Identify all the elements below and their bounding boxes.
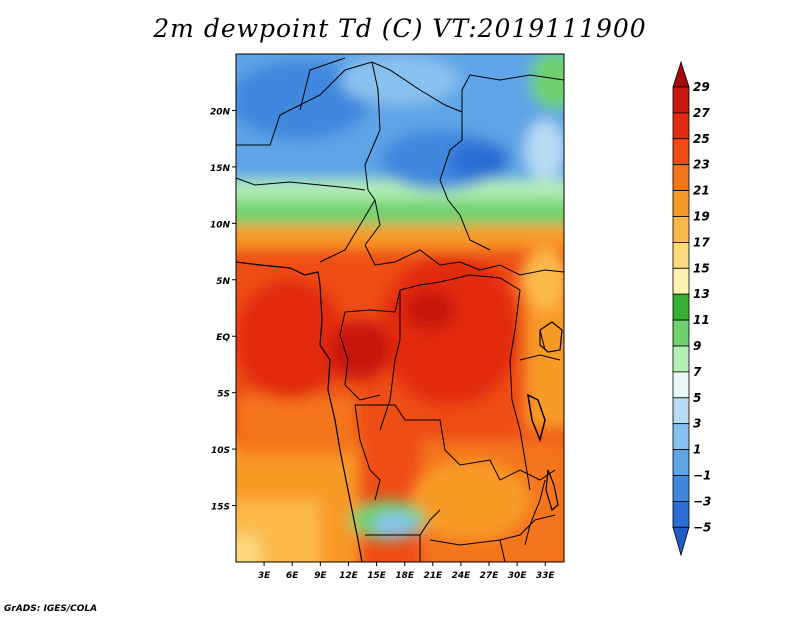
colorbar-label: 3 (693, 417, 701, 431)
lon-tick-label: 24E (452, 571, 472, 581)
colorbar-label: 15 (693, 261, 710, 275)
colorbar-label: −5 (693, 520, 711, 534)
colorbar-bottom-arrow (672, 526, 690, 557)
lat-tick-label: 10N (210, 220, 231, 230)
lon-tick-label: 15E (367, 571, 387, 581)
colorbar-box (672, 345, 690, 373)
colorbar-box (672, 241, 690, 269)
colorbar-box (672, 500, 690, 528)
map-frame (235, 53, 565, 563)
lon-tick-label: 27E (480, 571, 500, 581)
lake-tanganyika (527, 393, 546, 443)
lat-tick-label: 5N (216, 277, 230, 287)
grads-credit: GrADS: IGES/COLA (4, 604, 98, 614)
lat-tick-label: 15N (210, 164, 231, 174)
colorbar-box (672, 112, 690, 140)
colorbar-box (672, 190, 690, 217)
lat-tick-label: 15S (211, 503, 230, 513)
colorbar-box (672, 371, 690, 399)
colorbar: 29 27 25 23 21 19 17 15 13 11 9 7 5 3 1 −1 −3 −5 (672, 60, 711, 557)
colorbar-label: 7 (693, 365, 702, 379)
lon-tick-label: 6E (286, 571, 299, 581)
colorbar-label: 17 (693, 235, 710, 249)
colorbar-box (672, 216, 690, 243)
colorbar-label: 21 (693, 184, 710, 198)
lon-tick-label: 3E (258, 571, 271, 581)
colorbar-label: 19 (693, 210, 710, 224)
colorbar-box (672, 164, 690, 191)
lat-tick-label: 5S (217, 390, 230, 400)
colorbar-box (672, 319, 690, 347)
lon-tick-label: 18E (395, 571, 415, 581)
colorbar-label: 29 (693, 80, 710, 94)
colorbar-label: 11 (693, 313, 710, 327)
colorbar-label: −3 (693, 494, 711, 508)
latitude-axis: 20N 15N 10N 5N EQ 5S 10S 15S (210, 107, 236, 513)
colorbar-box (672, 475, 690, 502)
lat-tick-label: 20N (210, 107, 231, 117)
colorbar-box (672, 449, 690, 476)
lake-victoria (539, 321, 563, 353)
colorbar-label: 25 (693, 132, 710, 146)
longitude-axis: 3E 6E 9E 12E 15E 18E 21E 24E 27E 30E 33E (258, 562, 556, 581)
colorbar-box (672, 293, 690, 321)
lon-tick-label: 30E (508, 571, 528, 581)
colorbar-box (672, 267, 690, 295)
colorbar-box (672, 86, 690, 114)
colorbar-label: 23 (693, 158, 710, 172)
country-borders (236, 57, 564, 562)
colorbar-box (672, 138, 690, 166)
colorbar-label: 27 (693, 106, 710, 120)
colorbar-box (672, 423, 690, 451)
colorbar-label: 5 (693, 391, 701, 405)
colorbar-label: 1 (693, 443, 701, 457)
lon-tick-label: 9E (314, 571, 327, 581)
colorbar-box (672, 397, 690, 425)
lon-tick-label: 12E (339, 571, 359, 581)
lon-tick-label: 21E (423, 571, 443, 581)
lon-tick-label: 33E (536, 571, 556, 581)
coastline (236, 261, 363, 562)
colorbar-label: 13 (693, 287, 710, 301)
lake-malawi (545, 469, 559, 512)
colorbar-top-arrow (672, 60, 690, 88)
colorbar-label: 9 (693, 339, 701, 353)
lat-tick-label: 10S (211, 446, 230, 456)
colorbar-label: −1 (693, 469, 711, 483)
plot-title: 2m dewpoint Td (C) VT:2019111900 (153, 14, 647, 43)
lat-tick-label: EQ (216, 333, 230, 343)
